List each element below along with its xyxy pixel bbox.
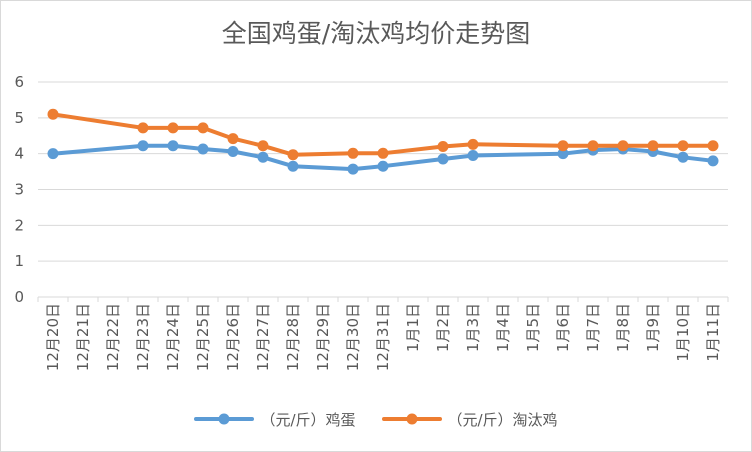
x-tick-label: 12月23日 [134, 303, 152, 371]
data-point-0-22 [707, 155, 719, 167]
x-tick-label: 12月24日 [164, 303, 182, 371]
series-group [47, 108, 719, 175]
x-tick-label: 12月20日 [44, 303, 62, 371]
x-tick-label: 12月26日 [224, 303, 242, 371]
x-tick-label: 1月11日 [704, 303, 722, 362]
x-tick-label: 12月27日 [254, 303, 272, 371]
data-point-1-10 [347, 147, 359, 159]
x-tick-label: 1月7日 [584, 303, 602, 352]
x-tick-label: 12月21日 [74, 303, 92, 371]
data-point-1-17 [557, 140, 569, 152]
y-tick-label: 2 [14, 216, 24, 234]
data-point-1-7 [257, 140, 269, 152]
x-axis-tickmarks [37, 297, 729, 302]
x-tick-label: 1月4日 [494, 303, 512, 352]
legend-item-1: （元/斤）淘汰鸡 [381, 409, 558, 430]
legend: （元/斤）鸡蛋 （元/斤）淘汰鸡 [0, 407, 752, 431]
x-tick-label: 1月6日 [554, 303, 572, 352]
data-point-1-0 [47, 108, 59, 120]
x-tick-label: 12月30日 [344, 303, 362, 371]
data-point-1-13 [437, 141, 449, 152]
x-tick-label: 12月25日 [194, 303, 212, 371]
chart-title: 全国鸡蛋/淘汰鸡均价走势图 [221, 19, 531, 48]
data-point-0-14 [467, 149, 479, 161]
x-tick-label: 1月1日 [404, 303, 422, 352]
legend-swatch-0 [194, 413, 255, 425]
data-point-1-8 [287, 149, 299, 161]
data-point-1-19 [617, 140, 629, 152]
data-point-0-17 [557, 148, 569, 160]
data-point-0-11 [377, 160, 389, 172]
x-axis-ticks: 12月20日 12月21日 12月22日 12月23日 12月24日 12月25日 12月2… [44, 303, 722, 371]
x-tick-label: 1月5日 [524, 303, 542, 352]
data-point-0-5 [197, 143, 209, 155]
x-tick-label: 12月31日 [374, 303, 392, 371]
data-point-1-22 [707, 140, 719, 152]
x-tick-label: 1月8日 [614, 303, 632, 352]
y-tick-label: 4 [14, 145, 24, 163]
data-point-0-21 [677, 151, 689, 163]
data-point-1-14 [467, 138, 479, 150]
y-axis-ticks: 0 1 2 3 4 5 6 [14, 73, 24, 306]
data-point-0-4 [167, 140, 179, 152]
data-point-0-3 [137, 140, 149, 152]
y-tick-label: 1 [14, 252, 24, 270]
y-tick-label: 3 [14, 181, 24, 199]
legend-swatch-1 [381, 413, 442, 425]
y-tick-label: 6 [14, 73, 24, 91]
legend-label-1: （元/斤）淘汰鸡 [447, 410, 558, 429]
data-point-1-11 [377, 147, 389, 159]
data-point-1-18 [587, 140, 599, 152]
data-point-0-0 [47, 148, 59, 160]
data-point-1-21 [677, 140, 689, 152]
data-point-1-4 [167, 122, 179, 134]
data-point-1-20 [647, 140, 659, 152]
data-point-1-5 [197, 122, 209, 134]
data-point-1-3 [137, 122, 149, 134]
y-tick-label: 0 [14, 288, 24, 306]
data-point-0-13 [437, 153, 449, 165]
data-point-0-7 [257, 151, 269, 163]
y-tick-label: 5 [14, 109, 24, 127]
x-tick-label: 1月10日 [674, 303, 692, 362]
data-point-0-6 [227, 146, 239, 158]
x-tick-label: 12月29日 [314, 303, 332, 371]
legend-item-0: （元/斤）鸡蛋 [194, 409, 356, 430]
x-tick-label: 1月2日 [434, 303, 452, 352]
gridlines [38, 81, 728, 298]
x-tick-label: 1月3日 [464, 303, 482, 352]
data-point-0-8 [287, 160, 299, 172]
x-tick-label: 12月22日 [104, 303, 122, 371]
data-point-0-10 [347, 163, 359, 175]
data-point-1-6 [227, 133, 239, 145]
x-tick-label: 1月9日 [644, 303, 662, 352]
legend-label-0: （元/斤）鸡蛋 [260, 410, 356, 429]
x-tick-label: 12月28日 [284, 303, 302, 371]
